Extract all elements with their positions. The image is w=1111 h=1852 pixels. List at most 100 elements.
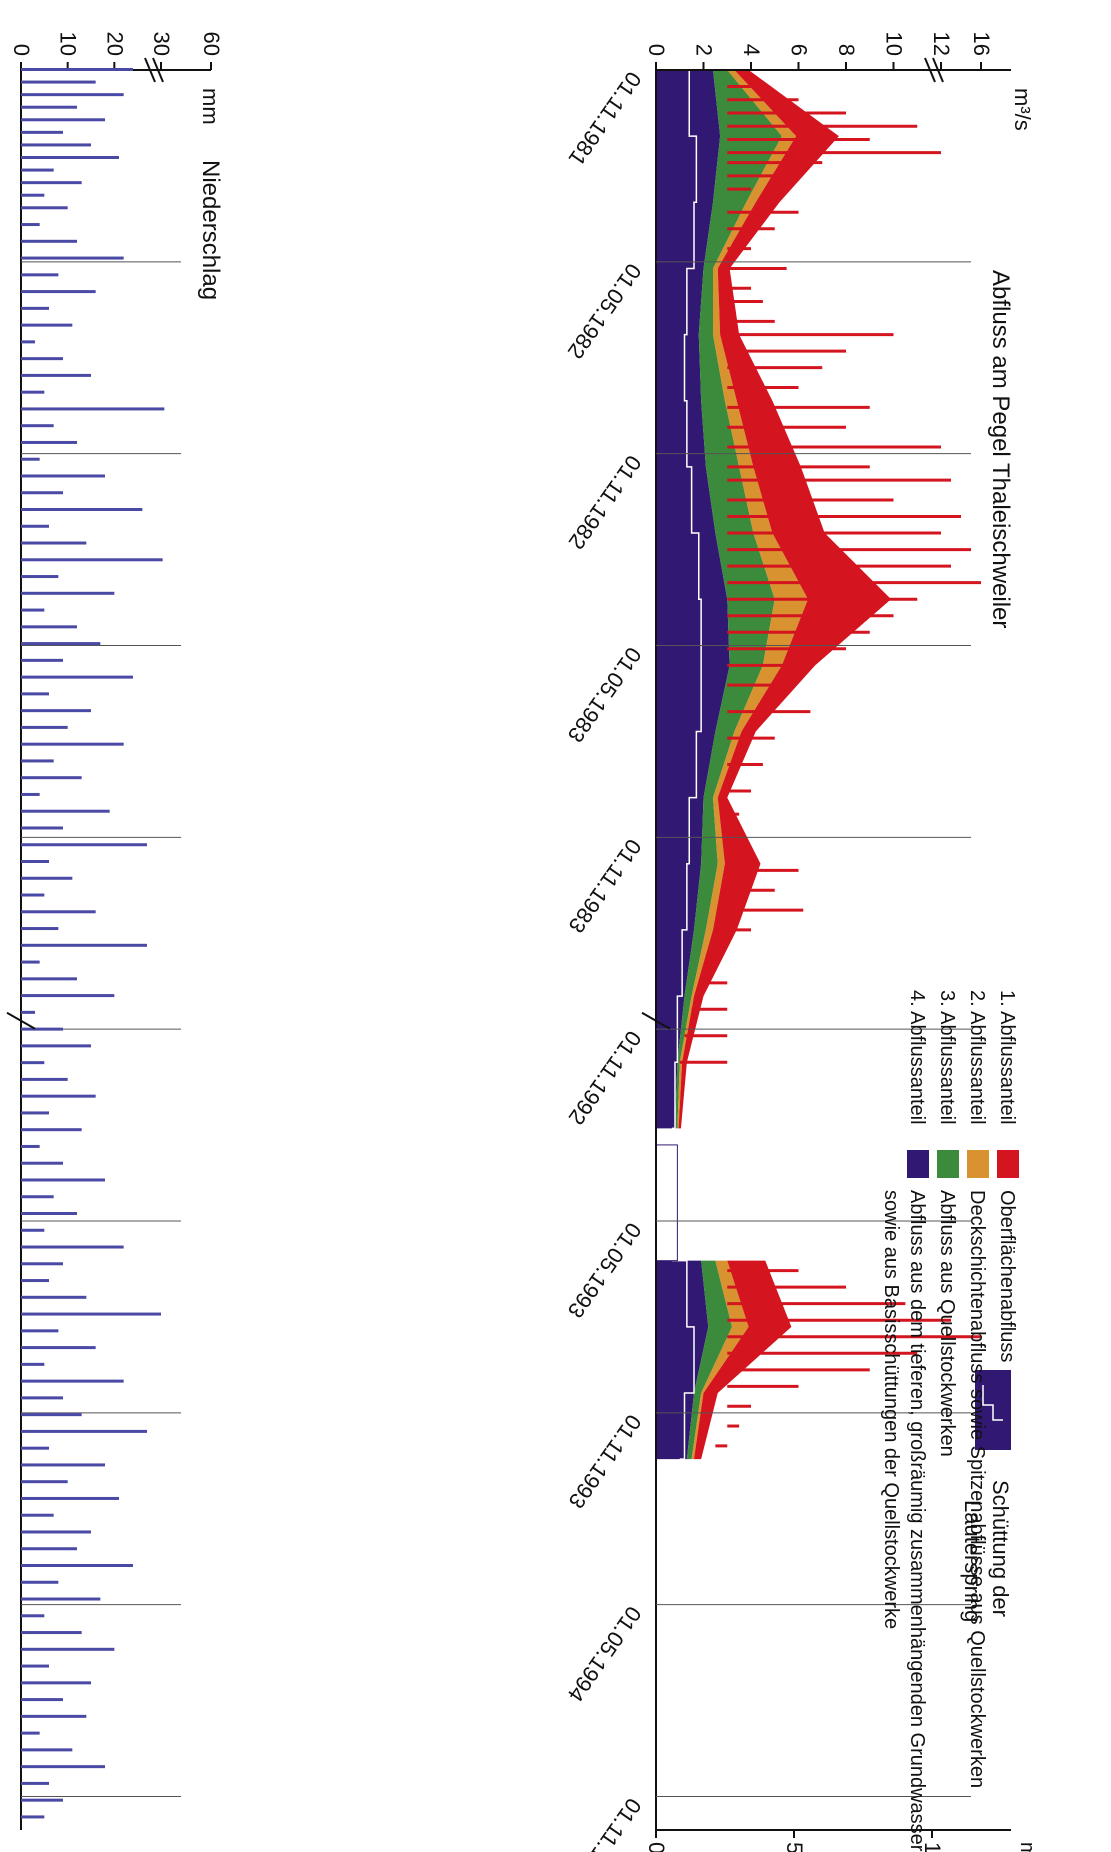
discharge-axis-break — [924, 57, 936, 83]
precip-bar — [20, 1144, 40, 1148]
legend-text: Oberflächenabfluss — [996, 1190, 1018, 1362]
precip-bar — [21, 1530, 91, 1534]
precip-bar — [21, 675, 133, 679]
precip-bar — [21, 1748, 73, 1752]
precip-bar — [20, 792, 40, 796]
precip-bar — [21, 440, 77, 444]
precip-bar — [20, 1513, 54, 1517]
discharge-y-tick-label: 10 — [882, 32, 907, 56]
precip-bar — [20, 759, 54, 763]
precip-bar — [20, 1077, 68, 1081]
precip-bar — [21, 625, 77, 629]
precip-bar — [21, 306, 49, 310]
precip-bar — [21, 1698, 63, 1702]
precip-bar — [21, 1664, 49, 1668]
precip-bar — [21, 1781, 49, 1785]
legend-number: 2. Abflussanteil — [966, 990, 988, 1125]
precipitation-panel: 0 10 20 30 60 mm Niederschlag — [6, 32, 224, 1830]
precip-axis-break — [152, 57, 164, 83]
x-date-label: 01.05.1983 — [563, 643, 647, 748]
discharge-title: Abfluss am Pegel Thaleischweiler — [987, 270, 1014, 628]
precip-bar — [21, 1765, 105, 1769]
precip-bar — [21, 1010, 35, 1014]
precip-bar — [21, 1094, 96, 1098]
precip-bar — [21, 1681, 91, 1685]
precip-y-tick-label: 10 — [56, 32, 81, 56]
discharge-axis-break — [932, 57, 944, 83]
precip-bar — [20, 181, 82, 185]
precip-bar — [21, 910, 96, 914]
precip-bar — [20, 1413, 82, 1417]
precip-unit-label: mm — [198, 88, 223, 125]
spring-discharge-step-line — [671, 70, 702, 1460]
precip-bar — [20, 591, 115, 595]
precip-bar — [21, 1815, 45, 1819]
precip-bar — [20, 508, 143, 511]
precip-bar — [21, 575, 59, 579]
precip-bar — [21, 541, 87, 545]
precip-bar — [21, 927, 59, 931]
legend-number: 1. Abflussanteil — [996, 990, 1018, 1125]
precip-bar — [21, 658, 63, 662]
precip-bar — [21, 1580, 59, 1584]
precip-bar — [20, 168, 54, 172]
legend-number: 4. Abflussanteil — [906, 990, 928, 1125]
legend-text: Abfluss aus Quellstockwerken — [936, 1190, 958, 1457]
precip-bar — [20, 725, 68, 729]
secondary-y-tick-label: 500 — [782, 1842, 807, 1852]
precip-bar — [21, 340, 35, 344]
discharge-y-tick-label: 6 — [787, 44, 812, 56]
precip-bar — [21, 1161, 63, 1165]
precip-bar — [21, 1044, 91, 1048]
precip-bar — [21, 1027, 63, 1031]
precip-bar — [20, 1480, 68, 1484]
precip-bar — [21, 742, 124, 746]
area-spring-flow — [686, 1260, 732, 1460]
legend-swatch — [907, 1150, 929, 1178]
precip-bar — [21, 860, 49, 863]
precip-bar — [21, 1212, 77, 1215]
legend-swatch — [997, 1150, 1019, 1178]
precip-bar — [21, 809, 110, 813]
legend-text: Deckschichtenabfluss sowie Spitzenabflüs… — [966, 1190, 988, 1788]
data-gap-box — [655, 1144, 678, 1262]
precip-bar — [21, 558, 163, 562]
precip-y-tick-label: 60 — [199, 32, 224, 56]
precip-bar — [21, 1614, 45, 1618]
legend: 1. Abflussanteil Oberflächenabfluss 2. Abf… — [880, 990, 1019, 1852]
discharge-y-tick-label: 8 — [834, 44, 859, 56]
precip-bar — [21, 608, 45, 612]
precip-bar — [21, 1262, 63, 1266]
precip-bar — [21, 1111, 49, 1115]
precip-bar — [21, 876, 73, 880]
area-cover-flow — [691, 1260, 749, 1460]
precip-bar — [21, 118, 105, 122]
discharge-y-tick-label: 0 — [644, 44, 669, 56]
precip-bar — [20, 1195, 54, 1199]
legend-number: 3. Abflussanteil — [936, 990, 958, 1125]
spring-label-line1: Schüttung der — [988, 1480, 1013, 1617]
precip-bar — [21, 323, 73, 327]
precip-bar — [21, 1798, 63, 1802]
precip-y-tick-label: 20 — [102, 32, 127, 56]
secondary-unit-label: m³/h — [1016, 1842, 1038, 1852]
x-date-label: 01.11.1993 — [564, 1410, 647, 1513]
precip-bar — [21, 843, 147, 847]
precip-bar — [21, 1228, 45, 1232]
precip-y-tick-label: 0 — [9, 44, 34, 56]
precip-bar — [21, 239, 77, 243]
precip-bar — [21, 290, 96, 294]
precip-title: Niederschlag — [197, 160, 224, 300]
precip-bar — [21, 143, 91, 147]
discharge-unit-label: m³/s — [1010, 88, 1035, 131]
precip-bar — [21, 977, 77, 981]
discharge-y-tick-label: 4 — [739, 44, 764, 56]
secondary-y-tick-label: 0 — [644, 1842, 669, 1852]
precip-bar — [21, 1564, 133, 1567]
precip-time-break — [6, 1011, 36, 1030]
precip-bar — [21, 1346, 96, 1350]
x-date-label: 01.11.1981 — [564, 67, 647, 170]
precip-bar — [21, 1362, 45, 1366]
precip-bar — [21, 1496, 119, 1500]
legend-text: Abfluss aus dem tieferen, großräumig zus… — [906, 1190, 928, 1852]
